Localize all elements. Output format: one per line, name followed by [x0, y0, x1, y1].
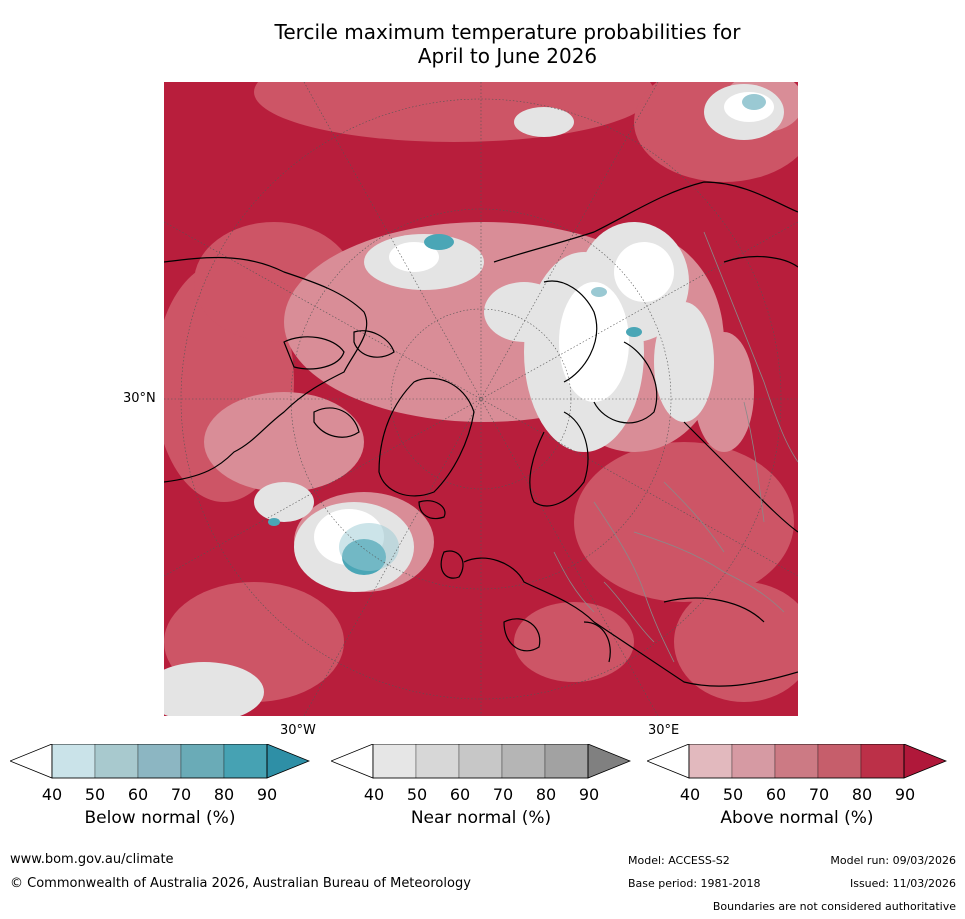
probability-map [164, 82, 798, 716]
tick-below-50: 50 [84, 785, 106, 804]
iceland-coast [418, 500, 446, 520]
europe-coast [463, 557, 798, 687]
issued-text: Issued: 11/03/2026 [849, 877, 956, 890]
greenland-coast [378, 377, 475, 497]
colorbar-near-normal-outline [372, 744, 589, 779]
title-line-1: Tercile maximum temperature probabilitie… [274, 20, 741, 44]
country-borders [553, 231, 798, 663]
graticule [164, 82, 798, 716]
colorbar-near-normal-low-extend [331, 744, 374, 779]
tick-near-80: 80 [535, 785, 557, 804]
colorbar-below-normal-high-extend [266, 744, 310, 779]
colorbar-below-normal-bin-5 [223, 744, 268, 779]
tick-above-80: 80 [851, 785, 873, 804]
colorbar-below-normal-svg [10, 744, 310, 779]
colorbar-near-normal-bin-5 [544, 744, 589, 779]
colorbar-above-normal-outline [688, 744, 905, 779]
tick-above-90: 90 [894, 785, 916, 804]
colorbar-above-normal-bin-1 [688, 744, 733, 779]
chart-title: Tercile maximum temperature probabilitie… [0, 20, 965, 68]
map-svg [164, 82, 798, 716]
title-line-2: April to June 2026 [417, 44, 598, 68]
colorbar-below-normal-bin-1 [51, 744, 96, 779]
tick-below-60: 60 [127, 785, 149, 804]
colorbar-near-normal-svg [331, 744, 631, 779]
lon-30w-label: 30°W [280, 723, 316, 738]
tick-above-50: 50 [722, 785, 744, 804]
colorbar-below-normal-bin-2 [94, 744, 139, 779]
colorbar-above-normal [647, 744, 947, 784]
tick-below-70: 70 [170, 785, 192, 804]
colorbar-near-normal-label: Near normal (%) [410, 808, 552, 828]
colorbar-above-normal-high-extend [903, 744, 947, 779]
tick-above-60: 60 [765, 785, 787, 804]
colorbar-above-normal-label: Above normal (%) [720, 808, 874, 828]
central-asia-coast [683, 421, 798, 533]
british-isles [440, 550, 464, 579]
lon-30e-label: 30°E [648, 723, 680, 738]
colorbar-below-normal [10, 744, 310, 784]
colorbar-above-normal-svg [647, 744, 947, 779]
colorbar-near-normal-bin-3 [458, 744, 503, 779]
tick-near-40: 40 [363, 785, 385, 804]
tick-below-90: 90 [256, 785, 278, 804]
disclaimer-text: Boundaries are not considered authoritat… [712, 900, 956, 913]
tick-near-60: 60 [449, 785, 471, 804]
tick-above-40: 40 [679, 785, 701, 804]
arctic-island-3 [313, 407, 360, 438]
base-period-text: Base period: 1981-2018 [628, 877, 761, 890]
kara-coast [593, 341, 658, 424]
tick-near-90: 90 [578, 785, 600, 804]
italy-coast [583, 621, 611, 663]
colorbar-near-normal-high-extend [587, 744, 631, 779]
website-link[interactable]: www.bom.gov.au/climate [10, 852, 174, 867]
copyright-text: © Commonwealth of Australia 2026, Austra… [10, 876, 471, 891]
below-normal-light-regions [339, 94, 766, 571]
coastlines [164, 181, 798, 687]
colorbar-below-normal-outline [51, 744, 268, 779]
colorbar-near-normal-bin-2 [415, 744, 460, 779]
colorbar-above-normal-bin-3 [774, 744, 819, 779]
colorbar-above-normal-bin-4 [817, 744, 862, 779]
colorbar-near-normal [331, 744, 631, 784]
lat-30n-label: 30°N [123, 391, 156, 406]
colorbar-below-normal-bin-4 [180, 744, 225, 779]
colorbar-below-normal-low-extend [10, 744, 53, 779]
colorbar-below-normal-bin-3 [137, 744, 182, 779]
colorbar-near-normal-bin-4 [501, 744, 546, 779]
taymyr-coast [543, 280, 598, 383]
colorbar-above-normal-low-extend [647, 744, 690, 779]
scandinavia-coast [529, 411, 589, 507]
tick-below-40: 40 [41, 785, 63, 804]
model-run-text: Model run: 09/03/2026 [830, 854, 956, 867]
tick-below-80: 80 [213, 785, 235, 804]
arctic-island-1 [283, 336, 345, 370]
arctic-island-2 [353, 330, 395, 358]
black-sea-coast [663, 597, 765, 623]
tick-above-70: 70 [808, 785, 830, 804]
tick-near-70: 70 [492, 785, 514, 804]
colorbar-below-normal-label: Below normal (%) [84, 808, 236, 828]
north-america-coast [164, 256, 368, 483]
colorbar-above-normal-bin-5 [860, 744, 905, 779]
model-text: Model: ACCESS-S2 [628, 854, 730, 867]
colorbar-above-normal-bin-2 [731, 744, 776, 779]
iberia-coast [503, 618, 541, 652]
colorbar-near-normal-bin-1 [372, 744, 417, 779]
far-east-coast [723, 256, 798, 268]
tick-near-50: 50 [406, 785, 428, 804]
siberia-coast [493, 181, 798, 263]
